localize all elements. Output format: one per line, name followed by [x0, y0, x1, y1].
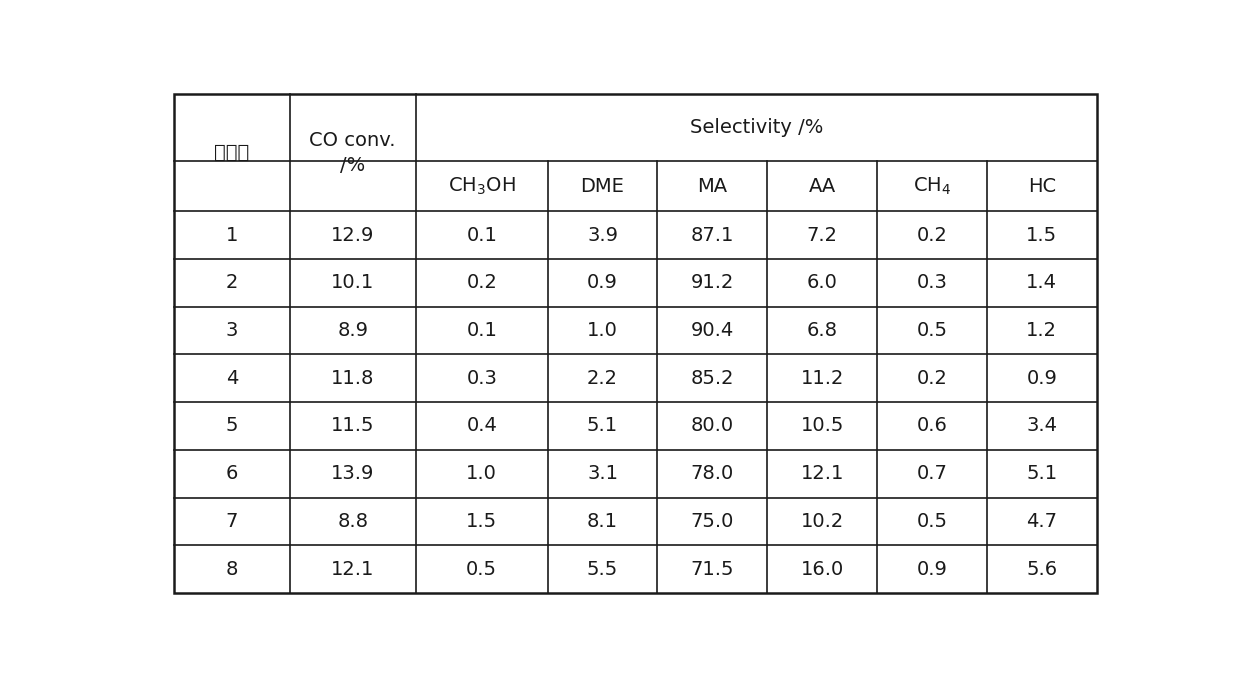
- Text: 91.2: 91.2: [691, 273, 734, 292]
- Text: 3: 3: [226, 321, 238, 340]
- Text: 0.3: 0.3: [916, 273, 947, 292]
- Text: 85.2: 85.2: [691, 369, 734, 387]
- Text: 5.5: 5.5: [587, 560, 619, 578]
- Text: 2.2: 2.2: [587, 369, 618, 387]
- Text: 6.8: 6.8: [807, 321, 838, 340]
- Text: 0.3: 0.3: [466, 369, 497, 387]
- Text: 5.1: 5.1: [587, 416, 618, 435]
- Text: 11.5: 11.5: [331, 416, 374, 435]
- Text: DME: DME: [580, 177, 625, 196]
- Text: 10.5: 10.5: [801, 416, 844, 435]
- Text: AA: AA: [808, 177, 836, 196]
- Text: 0.4: 0.4: [466, 416, 497, 435]
- Text: 0.7: 0.7: [916, 464, 947, 483]
- Text: 1.5: 1.5: [1027, 225, 1058, 244]
- Text: 0.5: 0.5: [916, 321, 947, 340]
- Text: 0.2: 0.2: [916, 225, 947, 244]
- Text: Selectivity /%: Selectivity /%: [689, 118, 823, 137]
- Text: 16.0: 16.0: [801, 560, 844, 578]
- Text: 5.1: 5.1: [1027, 464, 1058, 483]
- Text: 78.0: 78.0: [691, 464, 734, 483]
- Text: 实施例: 实施例: [215, 143, 249, 162]
- Text: 0.9: 0.9: [1027, 369, 1058, 387]
- Text: 2: 2: [226, 273, 238, 292]
- Text: 75.0: 75.0: [691, 512, 734, 531]
- Text: 80.0: 80.0: [691, 416, 734, 435]
- Text: 8.1: 8.1: [587, 512, 618, 531]
- Text: 7: 7: [226, 512, 238, 531]
- Text: 12.1: 12.1: [801, 464, 844, 483]
- Text: 0.1: 0.1: [466, 321, 497, 340]
- Text: 6.0: 6.0: [807, 273, 838, 292]
- Text: 1.4: 1.4: [1027, 273, 1058, 292]
- Text: 7.2: 7.2: [807, 225, 838, 244]
- Text: 11.2: 11.2: [801, 369, 844, 387]
- Text: CO conv.
/%: CO conv. /%: [310, 131, 396, 175]
- Text: 13.9: 13.9: [331, 464, 374, 483]
- Text: 0.5: 0.5: [466, 560, 497, 578]
- Text: 12.9: 12.9: [331, 225, 374, 244]
- Text: 0.9: 0.9: [916, 560, 947, 578]
- Text: 6: 6: [226, 464, 238, 483]
- Text: 8.9: 8.9: [337, 321, 368, 340]
- Text: 71.5: 71.5: [691, 560, 734, 578]
- Text: 0.1: 0.1: [466, 225, 497, 244]
- Text: 3.9: 3.9: [587, 225, 618, 244]
- Text: 0.2: 0.2: [916, 369, 947, 387]
- Text: 8.8: 8.8: [337, 512, 368, 531]
- Text: 1.0: 1.0: [466, 464, 497, 483]
- Text: 87.1: 87.1: [691, 225, 734, 244]
- Text: 0.5: 0.5: [916, 512, 947, 531]
- Text: 10.1: 10.1: [331, 273, 374, 292]
- Text: 3.1: 3.1: [587, 464, 618, 483]
- Text: 0.2: 0.2: [466, 273, 497, 292]
- Text: 4: 4: [226, 369, 238, 387]
- Text: 0.6: 0.6: [916, 416, 947, 435]
- Text: 1: 1: [226, 225, 238, 244]
- Text: 1.0: 1.0: [587, 321, 618, 340]
- Text: 3.4: 3.4: [1027, 416, 1058, 435]
- Text: CH$_3$OH: CH$_3$OH: [448, 176, 516, 197]
- Text: 11.8: 11.8: [331, 369, 374, 387]
- Text: 4.7: 4.7: [1027, 512, 1058, 531]
- Text: 10.2: 10.2: [801, 512, 844, 531]
- Text: MA: MA: [697, 177, 728, 196]
- Text: HC: HC: [1028, 177, 1056, 196]
- Text: 8: 8: [226, 560, 238, 578]
- Text: 1.2: 1.2: [1027, 321, 1058, 340]
- Text: 12.1: 12.1: [331, 560, 374, 578]
- Text: 0.9: 0.9: [587, 273, 618, 292]
- Text: 5: 5: [226, 416, 238, 435]
- Text: 90.4: 90.4: [691, 321, 734, 340]
- Text: 5.6: 5.6: [1027, 560, 1058, 578]
- Text: CH$_4$: CH$_4$: [913, 176, 951, 197]
- Text: 1.5: 1.5: [466, 512, 497, 531]
